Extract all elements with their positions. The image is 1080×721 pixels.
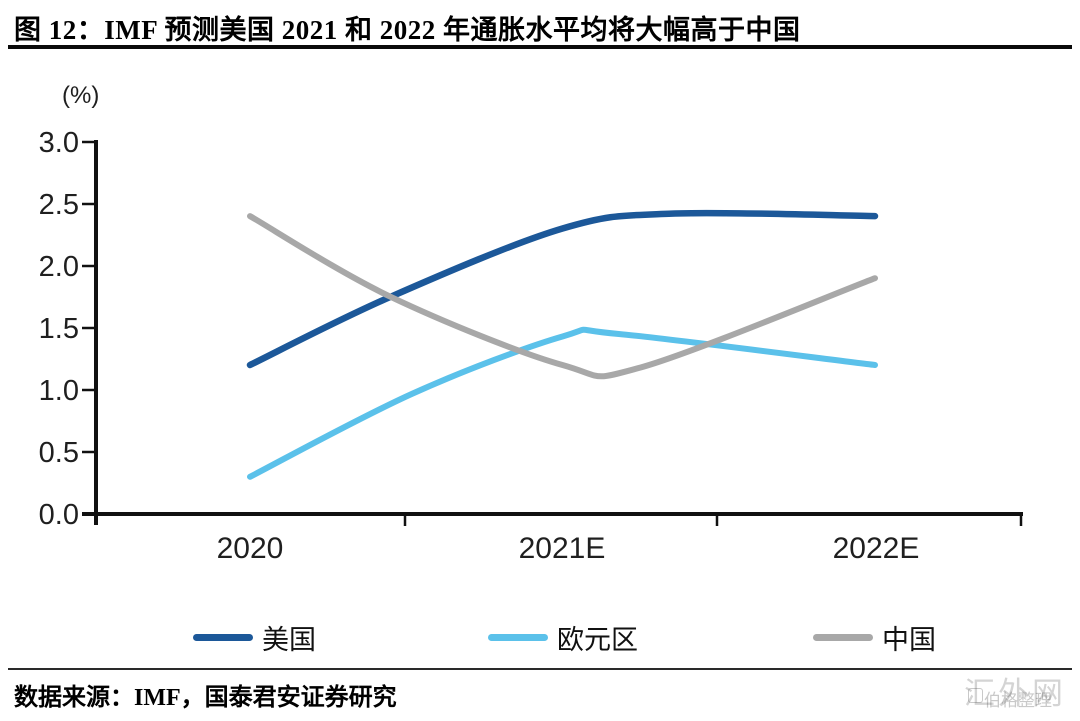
figure-title: 图 12：IMF 预测美国 2021 和 2022 年通胀水平均将大幅高于中国 bbox=[14, 15, 801, 45]
y-tick-label: 3.0 bbox=[39, 127, 79, 159]
x-tick-label: 2021E bbox=[519, 532, 606, 565]
legend-item-euro: 欧元区 bbox=[488, 620, 638, 655]
x-tick-label: 2020 bbox=[217, 532, 284, 565]
chart-svg: (%) 3.0 2.5 2.0 1.5 1.0 0.5 0.0 bbox=[39, 82, 1023, 565]
legend-label-us: 美国 bbox=[262, 624, 316, 655]
y-tick-label: 2.5 bbox=[39, 189, 79, 221]
y-axis-unit-label: (%) bbox=[62, 82, 99, 109]
data-source-note: 数据来源：IMF，国泰君安证券研究 bbox=[14, 685, 397, 711]
footer-divider bbox=[8, 668, 1072, 670]
chart-legend: 美国 欧元区 中国 bbox=[0, 620, 1080, 655]
china-series-path bbox=[247, 213, 878, 380]
legend-item-us: 美国 bbox=[193, 620, 316, 655]
y-axis-ticks bbox=[82, 140, 96, 454]
us-series-path bbox=[246, 209, 879, 369]
y-tick-label: 1.0 bbox=[39, 375, 79, 407]
china-line-swatch-icon bbox=[813, 633, 873, 641]
x-axis-ticks bbox=[403, 514, 1023, 526]
y-tick-label: 0.0 bbox=[39, 499, 79, 531]
watermark-logo-icon bbox=[968, 688, 983, 703]
legend-item-china: 中国 bbox=[813, 620, 936, 655]
euro-line-swatch-icon bbox=[488, 633, 548, 641]
euro-series-path bbox=[247, 326, 878, 480]
legend-label-china: 中国 bbox=[882, 624, 936, 655]
x-tick-label: 2022E bbox=[833, 532, 920, 565]
title-underline bbox=[8, 45, 1072, 49]
us-line-swatch-icon bbox=[193, 633, 253, 641]
y-tick-label: 1.5 bbox=[39, 313, 79, 345]
y-tick-label: 0.5 bbox=[39, 437, 79, 469]
y-tick-label: 2.0 bbox=[39, 251, 79, 283]
watermark: 汇外网 伯格整理 bbox=[962, 666, 1078, 719]
legend-label-euro: 欧元区 bbox=[557, 624, 638, 655]
watermark-primary-text: 汇外网 bbox=[964, 676, 1066, 711]
watermark-secondary-text: 伯格整理 bbox=[984, 691, 1052, 710]
